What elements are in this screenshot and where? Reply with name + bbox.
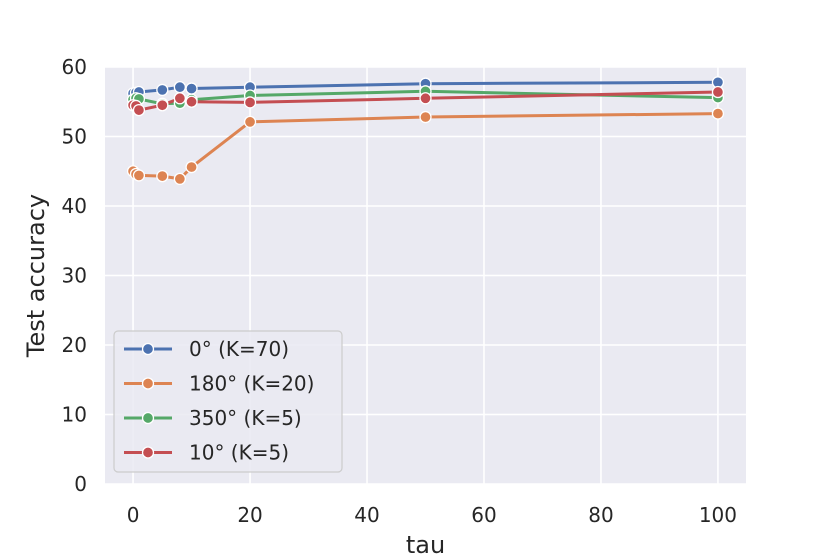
legend-label-3: 350° (K=5) bbox=[189, 406, 302, 430]
data-point-series-4 bbox=[711, 85, 725, 99]
y-tick-label: 50 bbox=[62, 125, 87, 149]
data-point-series-4 bbox=[243, 96, 257, 109]
data-point-series-1 bbox=[156, 83, 169, 97]
data-point-series-1 bbox=[185, 82, 198, 95]
y-tick-label: 60 bbox=[62, 55, 87, 79]
legend-label-2: 180° (K=20) bbox=[189, 372, 314, 396]
data-point-series-2 bbox=[132, 169, 146, 182]
x-axis-label: tau bbox=[406, 531, 445, 554]
data-point-series-4 bbox=[132, 103, 146, 117]
data-point-series-4 bbox=[156, 99, 169, 112]
data-point-series-1 bbox=[173, 81, 187, 94]
data-point-series-4 bbox=[185, 95, 198, 108]
data-point-series-2 bbox=[711, 107, 725, 120]
data-point-series-2 bbox=[243, 115, 257, 129]
y-axis-label: Test accuracy bbox=[22, 194, 50, 358]
legend-label-4: 10° (K=5) bbox=[189, 441, 289, 465]
x-tick-label: 60 bbox=[471, 503, 496, 527]
data-point-series-2 bbox=[419, 110, 432, 124]
data-point-series-2 bbox=[185, 160, 198, 174]
x-tick-label: 0 bbox=[127, 503, 140, 527]
y-tick-label: 0 bbox=[74, 472, 87, 496]
x-tick-label: 20 bbox=[237, 503, 262, 527]
data-point-series-2 bbox=[173, 172, 187, 186]
y-tick-label: 20 bbox=[62, 333, 87, 357]
legend-marker-2 bbox=[141, 377, 155, 390]
data-point-series-2 bbox=[156, 169, 169, 183]
legend-marker-1 bbox=[141, 342, 155, 356]
legend: 0° (K=70) 180° (K=20) 350° (K=5) 10° (K=5) bbox=[113, 330, 343, 473]
y-tick-label: 10 bbox=[62, 403, 87, 427]
data-point-series-4 bbox=[419, 92, 432, 105]
data-point-series-4 bbox=[173, 92, 187, 105]
legend-marker-3 bbox=[141, 411, 155, 425]
x-tick-label: 80 bbox=[588, 503, 613, 527]
y-tick-label: 30 bbox=[62, 264, 87, 288]
legend-items: 0° (K=70) 180° (K=20) 350° (K=5) 10° (K=5) bbox=[124, 337, 314, 465]
series-markers bbox=[126, 76, 725, 186]
x-tick-label: 100 bbox=[699, 503, 737, 527]
y-tick-labels: 0 10 20 30 40 50 60 bbox=[62, 55, 87, 496]
legend-box bbox=[113, 330, 343, 473]
x-tick-labels: 0 20 40 60 80 100 bbox=[127, 503, 737, 527]
y-tick-label: 40 bbox=[62, 194, 87, 218]
legend-label-1: 0° (K=70) bbox=[189, 337, 289, 361]
legend-marker-4 bbox=[141, 446, 155, 459]
x-tick-label: 40 bbox=[354, 503, 379, 527]
